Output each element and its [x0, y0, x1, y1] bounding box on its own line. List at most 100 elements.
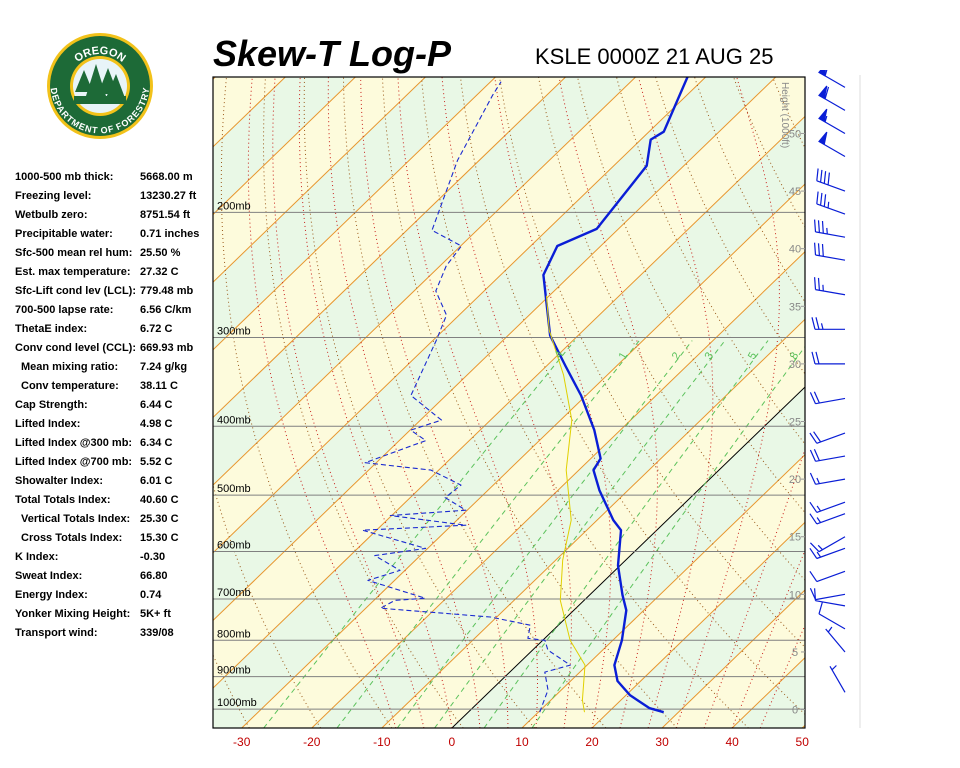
chart-subtitle: KSLE 0000Z 21 AUG 25 [535, 44, 774, 69]
index-label: 700-500 lapse rate: [15, 304, 113, 316]
moist-adiabat [494, 77, 612, 728]
x-tick-label: -20 [303, 735, 321, 749]
logo-ground [74, 96, 126, 104]
y2-tick-label: 30 [789, 359, 801, 371]
index-value: 8751.54 ft [140, 209, 190, 221]
x-tick-label: 10 [515, 735, 529, 749]
index-value: 5668.00 m [140, 171, 193, 183]
moist-adiabat [360, 77, 509, 728]
dry-adiabat [805, 62, 960, 728]
wind-barb [809, 570, 846, 583]
y-tick-label: 300mb [217, 326, 251, 338]
mixing-ratio-label: 8 [788, 350, 801, 361]
index-label: Mean mixing ratio: [21, 361, 118, 373]
isotherm [213, 115, 805, 689]
wind-barb [809, 431, 846, 444]
wind-barb [811, 351, 846, 365]
wind-barb [818, 131, 846, 158]
y2-tick-label: 50 [789, 128, 801, 140]
x-tick-label: 40 [725, 735, 739, 749]
sounding-line [361, 81, 571, 713]
index-label: Transport wind: [15, 627, 98, 639]
index-value: 5K+ ft [140, 608, 171, 620]
index-label: Freezing level: [15, 190, 91, 202]
y-tick-label: 900mb [217, 665, 251, 677]
index-label: Cap Strength: [15, 399, 88, 411]
index-label: Sfc-Lift cond lev (LCL): [15, 285, 136, 297]
grid-line [591, 521, 805, 728]
isotherm [213, 77, 566, 419]
moist-adiabat [731, 549, 805, 728]
index-value: 38.11 C [140, 380, 178, 392]
mixing-ratio-label: 3 [703, 350, 716, 361]
wind-barb [809, 449, 846, 462]
x-tick-label: 50 [796, 735, 810, 749]
wind-barb [809, 547, 846, 560]
x-tick-label: 30 [655, 735, 669, 749]
index-value: 6.72 C [140, 323, 172, 335]
isotherm [213, 77, 356, 216]
wind-barb [809, 391, 846, 405]
plot-frame [212, 76, 806, 729]
logo-top-text: OREGON [72, 45, 127, 65]
index-label: Cross Totals Index: [21, 532, 122, 544]
index-label: ThetaE index: [15, 323, 87, 335]
wind-barb [811, 317, 846, 330]
index-value: 25.30 C [140, 513, 179, 525]
isotherm [213, 77, 426, 283]
wind-barb [816, 191, 846, 215]
wind-barb [809, 588, 846, 601]
index-value: 6.44 C [140, 399, 172, 411]
mixing-ratio-line [396, 340, 693, 728]
index-value: 0.71 inches [140, 228, 199, 240]
moist-adiabat [703, 447, 805, 728]
y2-tick-label: 10 [789, 589, 801, 601]
grid-line [451, 386, 805, 728]
index-value: 779.48 mb [140, 285, 193, 297]
index-label: Energy Index: [15, 589, 88, 601]
dry-adiabat [213, 483, 322, 728]
index-label: Precipitable water: [15, 228, 113, 240]
wind-barb [814, 242, 846, 261]
isotherm-band [213, 116, 805, 728]
moist-adiabat [675, 77, 780, 728]
mixing-ratio-line [336, 340, 640, 728]
index-label: 1000-500 mb thick: [15, 171, 113, 183]
y2-tick-label: 20 [789, 474, 801, 486]
y2-tick-label: 40 [789, 244, 801, 256]
y-tick-label: 700mb [217, 587, 251, 599]
index-label: Showalter Index: [15, 475, 103, 487]
x-tick-label: -10 [373, 735, 391, 749]
wind-barb [816, 168, 846, 192]
x-tick-label: 0 [449, 735, 456, 749]
index-value: 4.98 C [140, 418, 172, 430]
y2-tick-label: 5 [792, 647, 798, 659]
index-label: K Index: [15, 551, 58, 563]
index-label: Est. max temperature: [15, 266, 131, 278]
grid-line [521, 453, 805, 728]
wind-barb [814, 219, 846, 238]
mixing-ratio-label: 2 [670, 350, 683, 361]
wind-barb [809, 513, 846, 525]
dry-adiabat [921, 62, 960, 728]
moist-adiabat [397, 77, 538, 728]
mixing-ratio-line [434, 340, 726, 728]
mixing-ratio-label: 5 [746, 350, 759, 361]
grid-line [381, 318, 805, 728]
dry-adiabat [844, 62, 960, 728]
index-value: 40.60 C [140, 494, 179, 506]
sounding-line [546, 295, 586, 713]
index-label: Lifted Index @700 mb: [15, 456, 132, 468]
isotherm-band [213, 77, 805, 689]
mixing-ratio-line [263, 340, 576, 728]
y-tick-label: 1000mb [217, 697, 257, 709]
y-tick-label: 600mb [217, 539, 251, 551]
logo-trees [75, 64, 125, 98]
index-label: Lifted Index: [15, 418, 80, 430]
index-label: Conv cond level (CCL): [15, 342, 136, 354]
index-label: Lifted Index @300 mb: [15, 437, 132, 449]
y2-tick-label: 45 [789, 186, 801, 198]
wind-barb [818, 85, 846, 111]
mixing-ratio-label: 1 [617, 350, 630, 361]
